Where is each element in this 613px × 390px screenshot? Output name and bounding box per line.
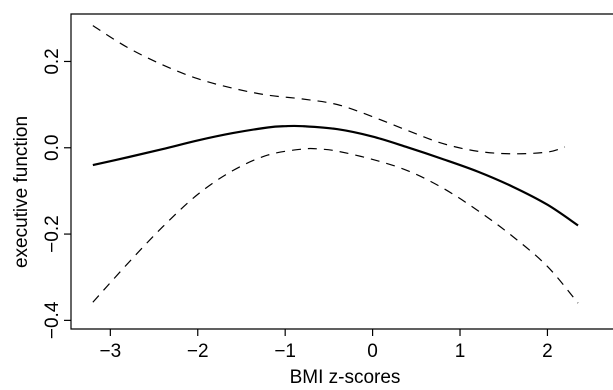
estimate-line xyxy=(92,124,579,227)
y-tick-label: 0.0 xyxy=(42,135,63,161)
y-tick-label: −0.2 xyxy=(42,215,63,253)
x-axis: −3 −2 −1 0 1 2 xyxy=(100,329,553,362)
x-tick-label: −2 xyxy=(187,341,209,362)
upper-bound-line xyxy=(92,25,566,155)
x-tick-label: −3 xyxy=(100,341,122,362)
x-tick-label: −1 xyxy=(274,341,296,362)
y-axis: −0.4 −0.2 0.0 0.2 xyxy=(42,48,71,339)
x-tick-label: 0 xyxy=(367,341,378,362)
y-axis-label: executive function xyxy=(11,116,32,268)
x-axis-label: BMI z-scores xyxy=(290,367,401,388)
x-tick-label: 1 xyxy=(455,341,466,362)
plot-area xyxy=(70,13,613,330)
y-tick-label: −0.4 xyxy=(42,301,63,339)
plot-frame xyxy=(70,13,613,330)
series-layer xyxy=(92,25,579,304)
y-tick-label: 0.2 xyxy=(42,48,63,74)
x-tick-label: 2 xyxy=(542,341,553,362)
lower-bound-line xyxy=(92,147,579,304)
